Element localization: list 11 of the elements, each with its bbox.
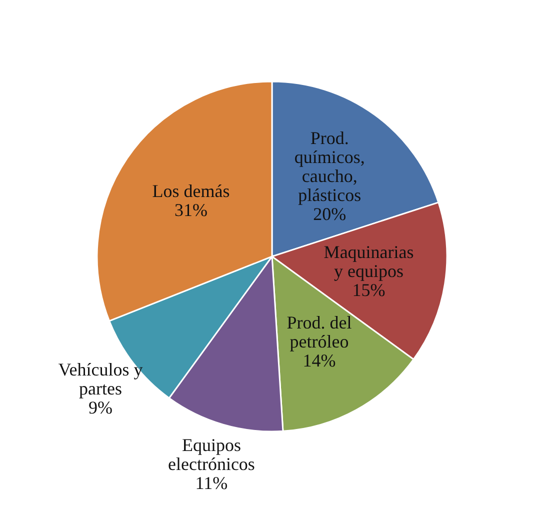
slice-label: Los demás bbox=[152, 180, 230, 201]
data-label: 11% bbox=[195, 472, 228, 493]
slice-label: Prod. químicos, caucho, plásticos bbox=[294, 128, 365, 206]
slice-label: Prod. del petróleo bbox=[286, 312, 352, 352]
data-label: 14% bbox=[302, 350, 336, 370]
slice-label: Maquinarias y equipos bbox=[324, 242, 414, 281]
data-label: 31% bbox=[174, 200, 208, 220]
data-label: 20% bbox=[313, 204, 346, 224]
data-label: 15% bbox=[352, 280, 386, 300]
data-label: 9% bbox=[88, 398, 113, 418]
slice-label: Equipos electrónicos bbox=[168, 434, 255, 474]
